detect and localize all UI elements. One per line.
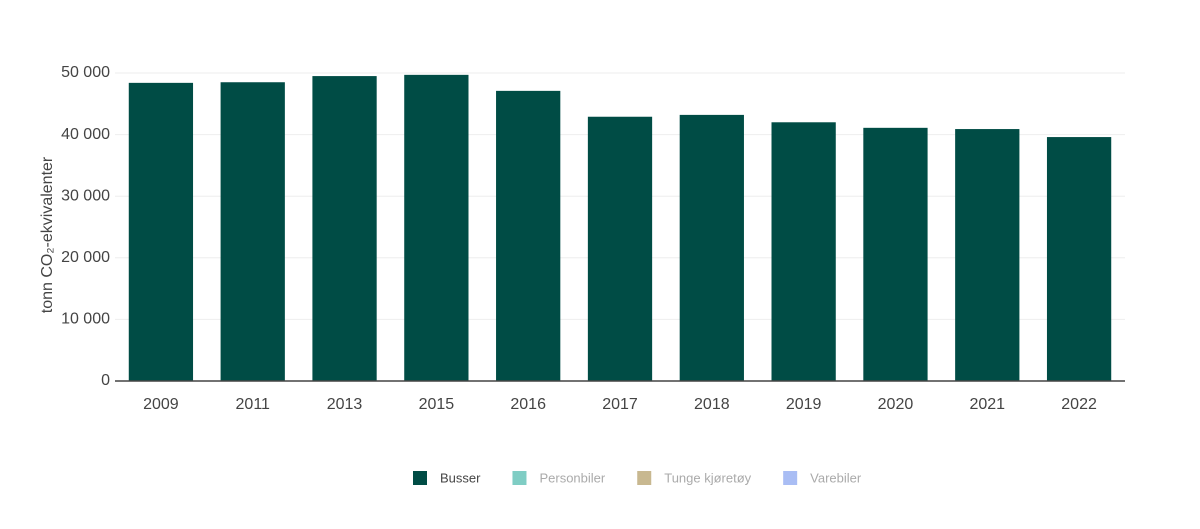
- legend-label[interactable]: Tunge kjøretøy: [664, 470, 751, 485]
- legend-swatch[interactable]: [512, 471, 527, 485]
- x-tick-label: 2019: [786, 396, 822, 413]
- y-tick-label: 50 000: [61, 64, 110, 81]
- y-tick-label: 0: [101, 372, 110, 389]
- y-tick-label: 30 000: [61, 187, 110, 204]
- y-tick-label: 10 000: [61, 311, 110, 328]
- legend-label[interactable]: Personbiler: [539, 470, 605, 485]
- x-tick-label: 2016: [510, 396, 546, 413]
- legend-swatch[interactable]: [783, 471, 798, 485]
- legend-label[interactable]: Busser: [440, 470, 481, 485]
- x-tick-label: 2017: [602, 396, 638, 413]
- x-tick-label: 2015: [419, 396, 455, 413]
- x-tick-label: 2013: [327, 396, 363, 413]
- y-tick-label: 20 000: [61, 249, 110, 266]
- bar: [1046, 137, 1112, 381]
- y-tick-label: 40 000: [61, 126, 110, 143]
- bar: [496, 90, 561, 381]
- bar: [955, 129, 1020, 381]
- bar: [771, 122, 836, 381]
- bar: [863, 127, 928, 381]
- legend-swatch[interactable]: [637, 471, 652, 485]
- x-tick-label: 2018: [694, 396, 730, 413]
- legend-swatch[interactable]: [413, 471, 427, 485]
- bar: [587, 116, 653, 382]
- bar: [312, 76, 377, 381]
- x-tick-label: 2009: [143, 396, 179, 413]
- y-axis-title: tonn CO₂-ekvivalenter: [39, 156, 56, 313]
- legend-label[interactable]: Varebiler: [810, 470, 862, 485]
- x-tick-label: 2021: [969, 396, 1005, 413]
- x-tick-label: 2020: [878, 396, 914, 413]
- bar: [128, 82, 194, 381]
- x-tick-label: 2022: [1061, 396, 1097, 413]
- bar: [220, 82, 285, 382]
- bar: [404, 74, 469, 382]
- x-tick-label: 2011: [236, 396, 271, 413]
- bar: [679, 114, 744, 381]
